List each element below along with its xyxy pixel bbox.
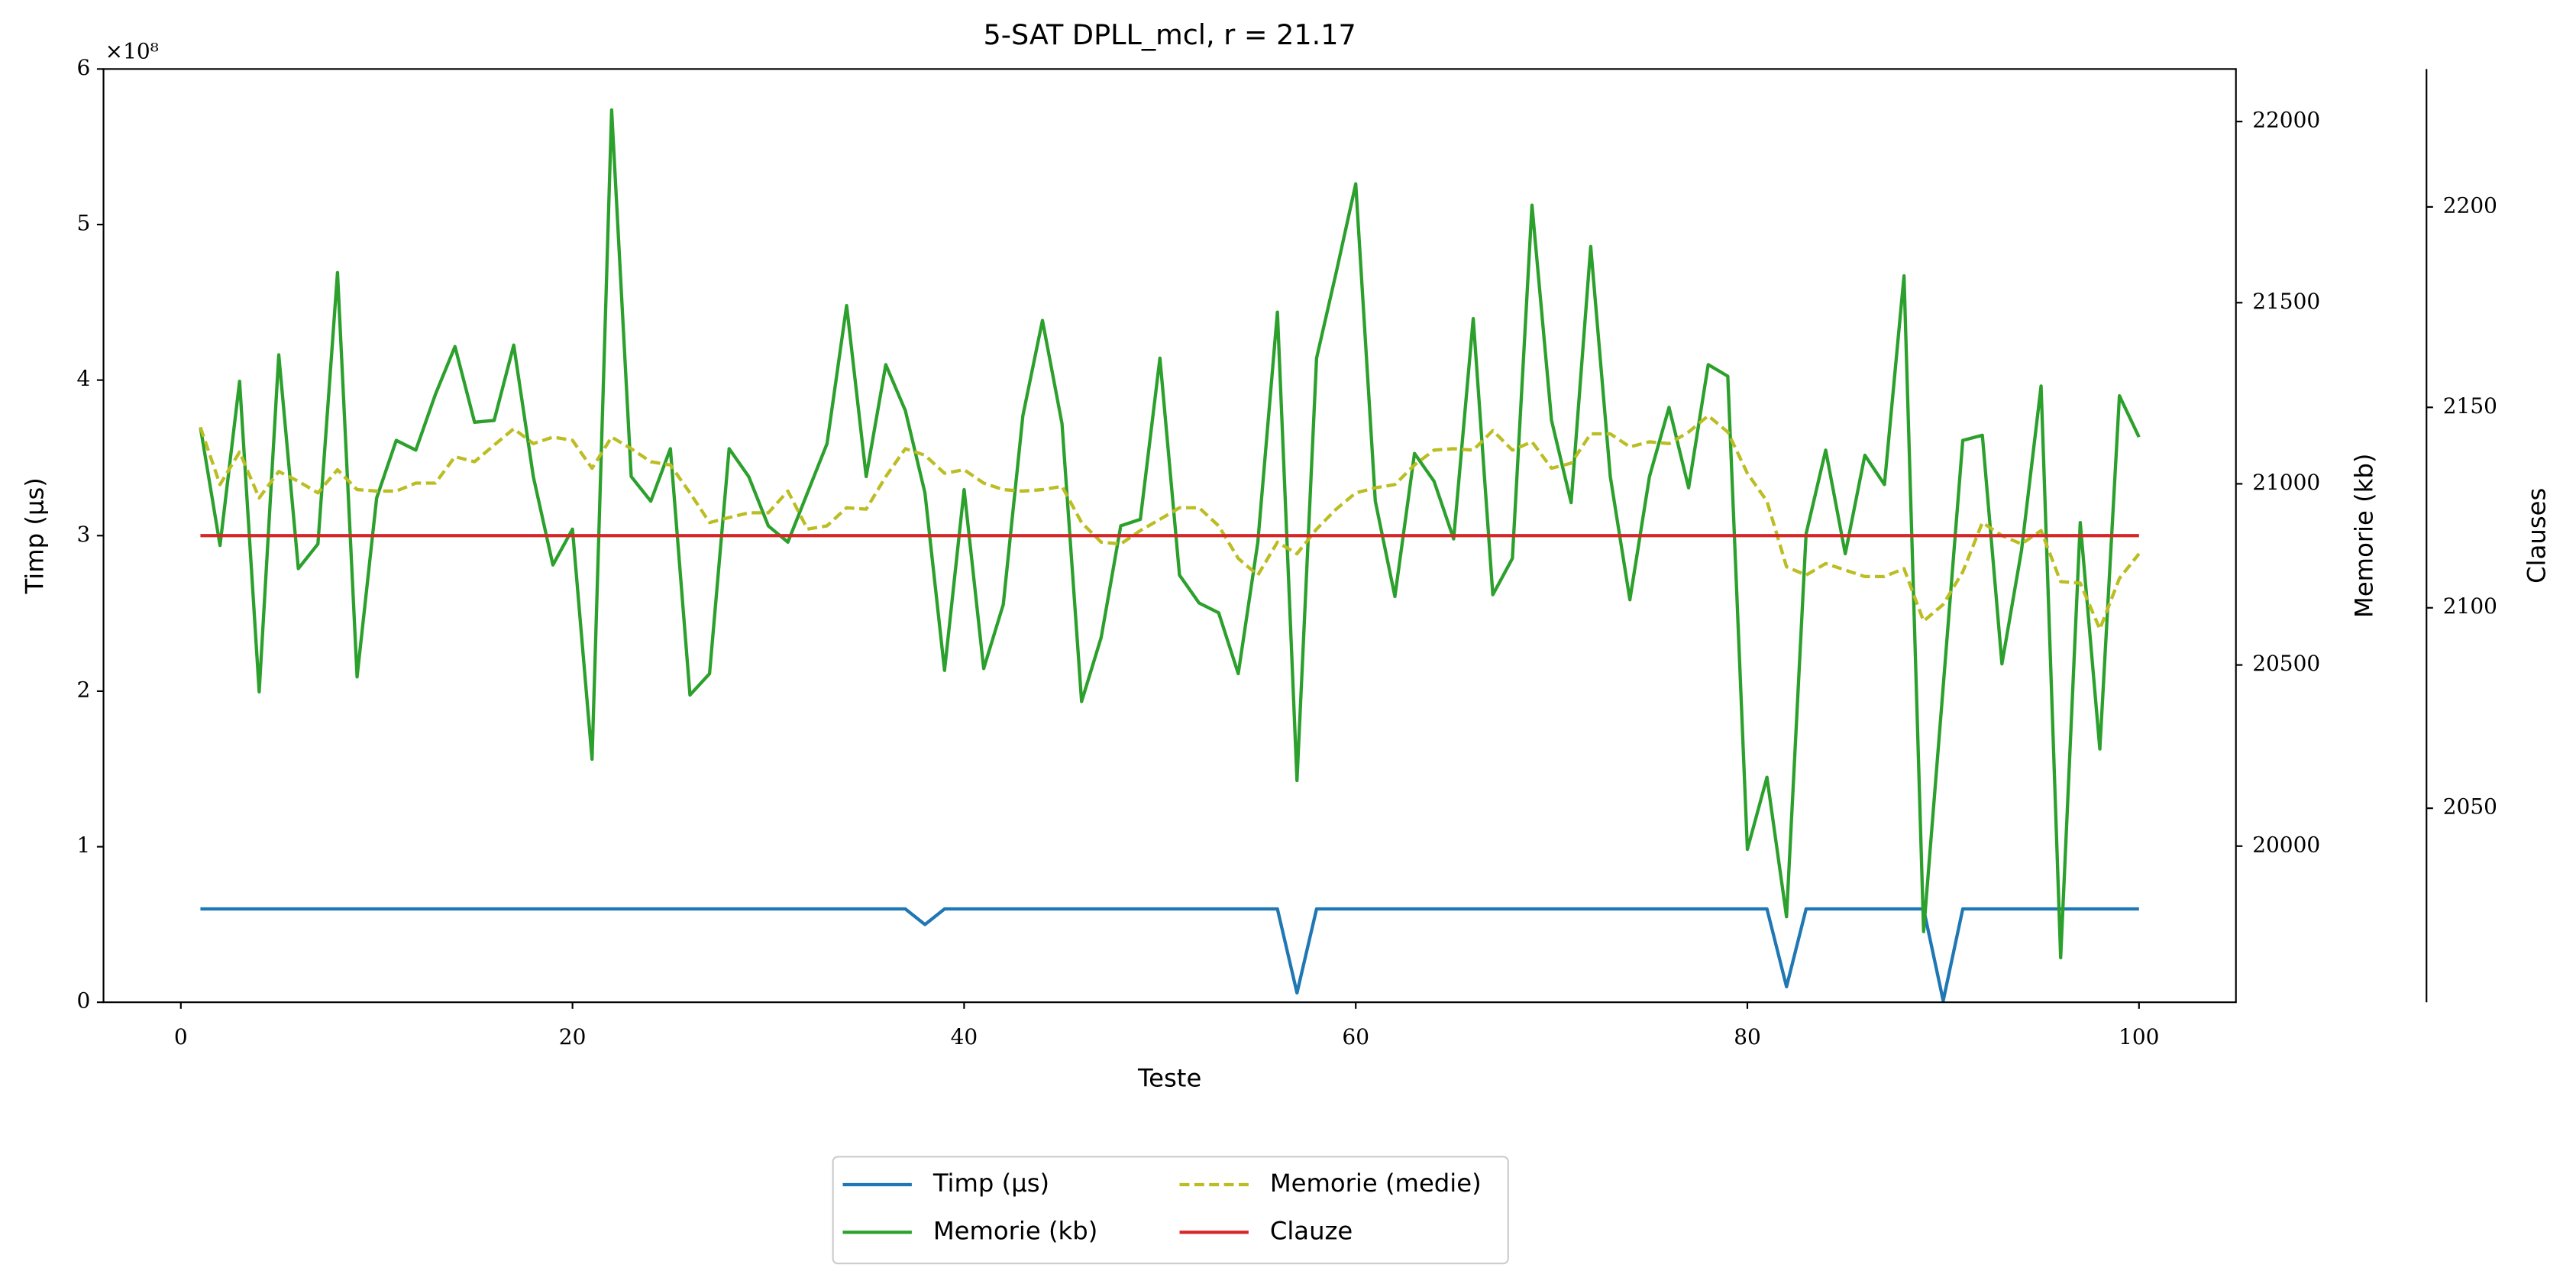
y3-tick-label: 2150 [2443,393,2497,419]
y2-tick-label: 20500 [2252,651,2320,676]
y-tick-label: 5 [77,210,91,235]
y2-tick-label: 20000 [2252,832,2320,857]
y2-tick-label: 21500 [2252,289,2320,314]
legend-label: Timp (μs) [932,1169,1049,1198]
y-tick-label: 2 [77,677,91,702]
y2-tick-label: 22000 [2252,108,2320,133]
x-tick-label: 0 [174,1024,188,1049]
y-axis-label: Timp (μs) [20,477,49,594]
plot-frame [102,68,2237,1004]
x-tick-label: 60 [1342,1024,1369,1049]
x-tick-label: 80 [1734,1024,1761,1049]
y-tick-label: 6 [77,55,91,80]
y3-tick-label: 2050 [2443,794,2497,820]
y2-tick-label: 21000 [2252,470,2320,495]
y-tick-label: 0 [77,988,91,1014]
x-tick-label: 20 [559,1024,587,1049]
series-line [199,414,2141,631]
y-tick-label: 3 [77,522,91,547]
y-offset-label: ×10⁸ [105,38,159,63]
y3-axis-label: Clauses [2523,488,2552,584]
y2-axis-label: Memorie (kb) [2350,454,2379,618]
y-tick-label: 1 [77,833,91,858]
x-tick-label: 40 [951,1024,978,1049]
series-line [199,108,2141,960]
legend-box [832,1156,1509,1265]
x-tick-label: 100 [2119,1024,2159,1049]
series-line [200,907,2139,1003]
chart-title: 5-SAT DPLL_mcl, r = 21.17 [984,18,1356,51]
legend-label: Clauze [1270,1216,1353,1245]
legend-label: Memorie (kb) [933,1216,1097,1245]
legend-label: Memorie (medie) [1270,1169,1482,1198]
y-tick-label: 4 [77,366,91,391]
y3-tick-label: 2200 [2443,192,2497,218]
x-axis-label: Teste [1137,1063,1201,1092]
y3-tick-label: 2100 [2443,593,2497,619]
